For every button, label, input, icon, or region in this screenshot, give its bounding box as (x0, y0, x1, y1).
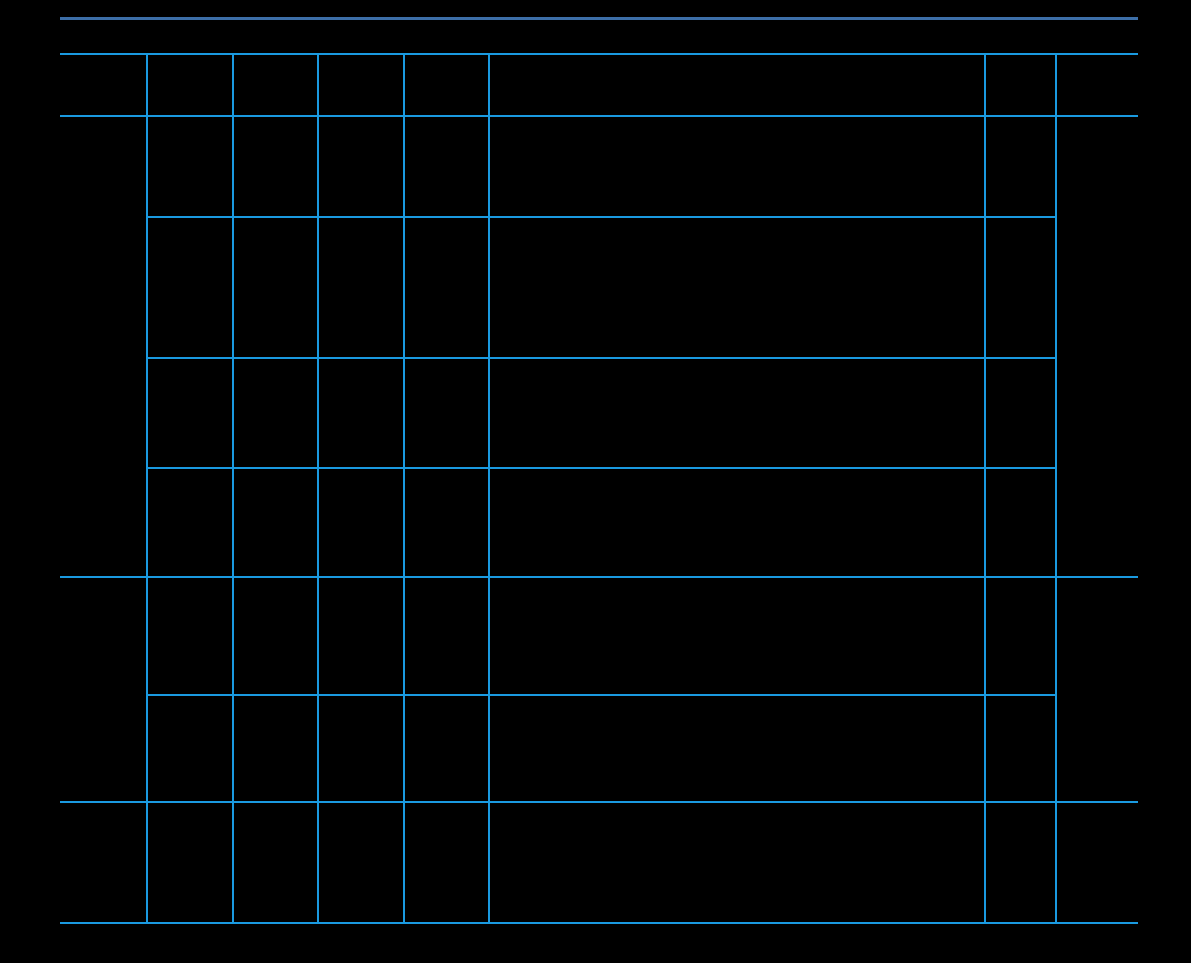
table-cell (232, 694, 317, 801)
table-cell (317, 576, 403, 694)
table-header-cell (403, 53, 488, 115)
table-cell (488, 467, 984, 576)
table-rule-full-1 (60, 115, 1138, 117)
table-cell (488, 216, 984, 357)
table-cell (146, 467, 232, 576)
table-header-cell (488, 53, 984, 115)
table-cell (232, 801, 317, 922)
table-header-cell (60, 53, 146, 115)
table-cell (146, 216, 232, 357)
table-cell (984, 467, 1055, 576)
table-rule-interior-4 (146, 467, 1055, 469)
table-merged-cell-right (1055, 115, 1138, 576)
table-cell (403, 467, 488, 576)
table-rule-full-0 (60, 53, 1138, 55)
table-cell (317, 115, 403, 216)
top-divider-rule (60, 17, 1138, 20)
table-cell (146, 357, 232, 467)
table-rule-interior-2 (146, 216, 1055, 218)
table-cell (232, 357, 317, 467)
table-cell (232, 216, 317, 357)
table-rule-full-7 (60, 801, 1138, 803)
table-cell (984, 694, 1055, 801)
table-cell (488, 576, 984, 694)
table-merged-cell-left (60, 576, 146, 801)
table-rule-interior-3 (146, 357, 1055, 359)
table-cell (403, 576, 488, 694)
table-header-cell (984, 53, 1055, 115)
table-column-divider-4 (403, 53, 405, 922)
table-merged-cell-left (60, 801, 146, 922)
table-column-divider-6 (984, 53, 986, 922)
table-merged-cell-right (1055, 576, 1138, 801)
table-header-cell (1055, 53, 1138, 115)
table-cell (984, 576, 1055, 694)
table-rule-full-8 (60, 922, 1138, 924)
table-cell (488, 115, 984, 216)
table-cell (984, 216, 1055, 357)
table-header-cell (232, 53, 317, 115)
table-cell (403, 216, 488, 357)
table-cell (488, 357, 984, 467)
table-column-divider-5 (488, 53, 490, 922)
table-column-divider-2 (232, 53, 234, 922)
table-cell (146, 115, 232, 216)
table-cell (984, 357, 1055, 467)
table-cell (317, 467, 403, 576)
table-cell (403, 801, 488, 922)
table-header-cell (317, 53, 403, 115)
table-cell (146, 576, 232, 694)
table-cell (317, 801, 403, 922)
table-column-divider-1 (146, 53, 148, 922)
table-merged-cell-left (60, 115, 146, 576)
table-cell (317, 694, 403, 801)
table-cell (317, 216, 403, 357)
table-cell (403, 115, 488, 216)
table-cell (232, 576, 317, 694)
table-cell (146, 801, 232, 922)
table-cell (984, 115, 1055, 216)
table-cell (984, 801, 1055, 922)
table-rule-full-5 (60, 576, 1138, 578)
table-cell (488, 694, 984, 801)
table-header-cell (146, 53, 232, 115)
table-cell (146, 694, 232, 801)
table-column-divider-3 (317, 53, 319, 922)
table-merged-cell-right (1055, 801, 1138, 922)
table-cell (232, 115, 317, 216)
table-cell (488, 801, 984, 922)
table-column-divider-7 (1055, 53, 1057, 922)
table-cell (403, 357, 488, 467)
table-cell (403, 694, 488, 801)
table-cell (232, 467, 317, 576)
table-cell (317, 357, 403, 467)
table-rule-interior-6 (146, 694, 1055, 696)
